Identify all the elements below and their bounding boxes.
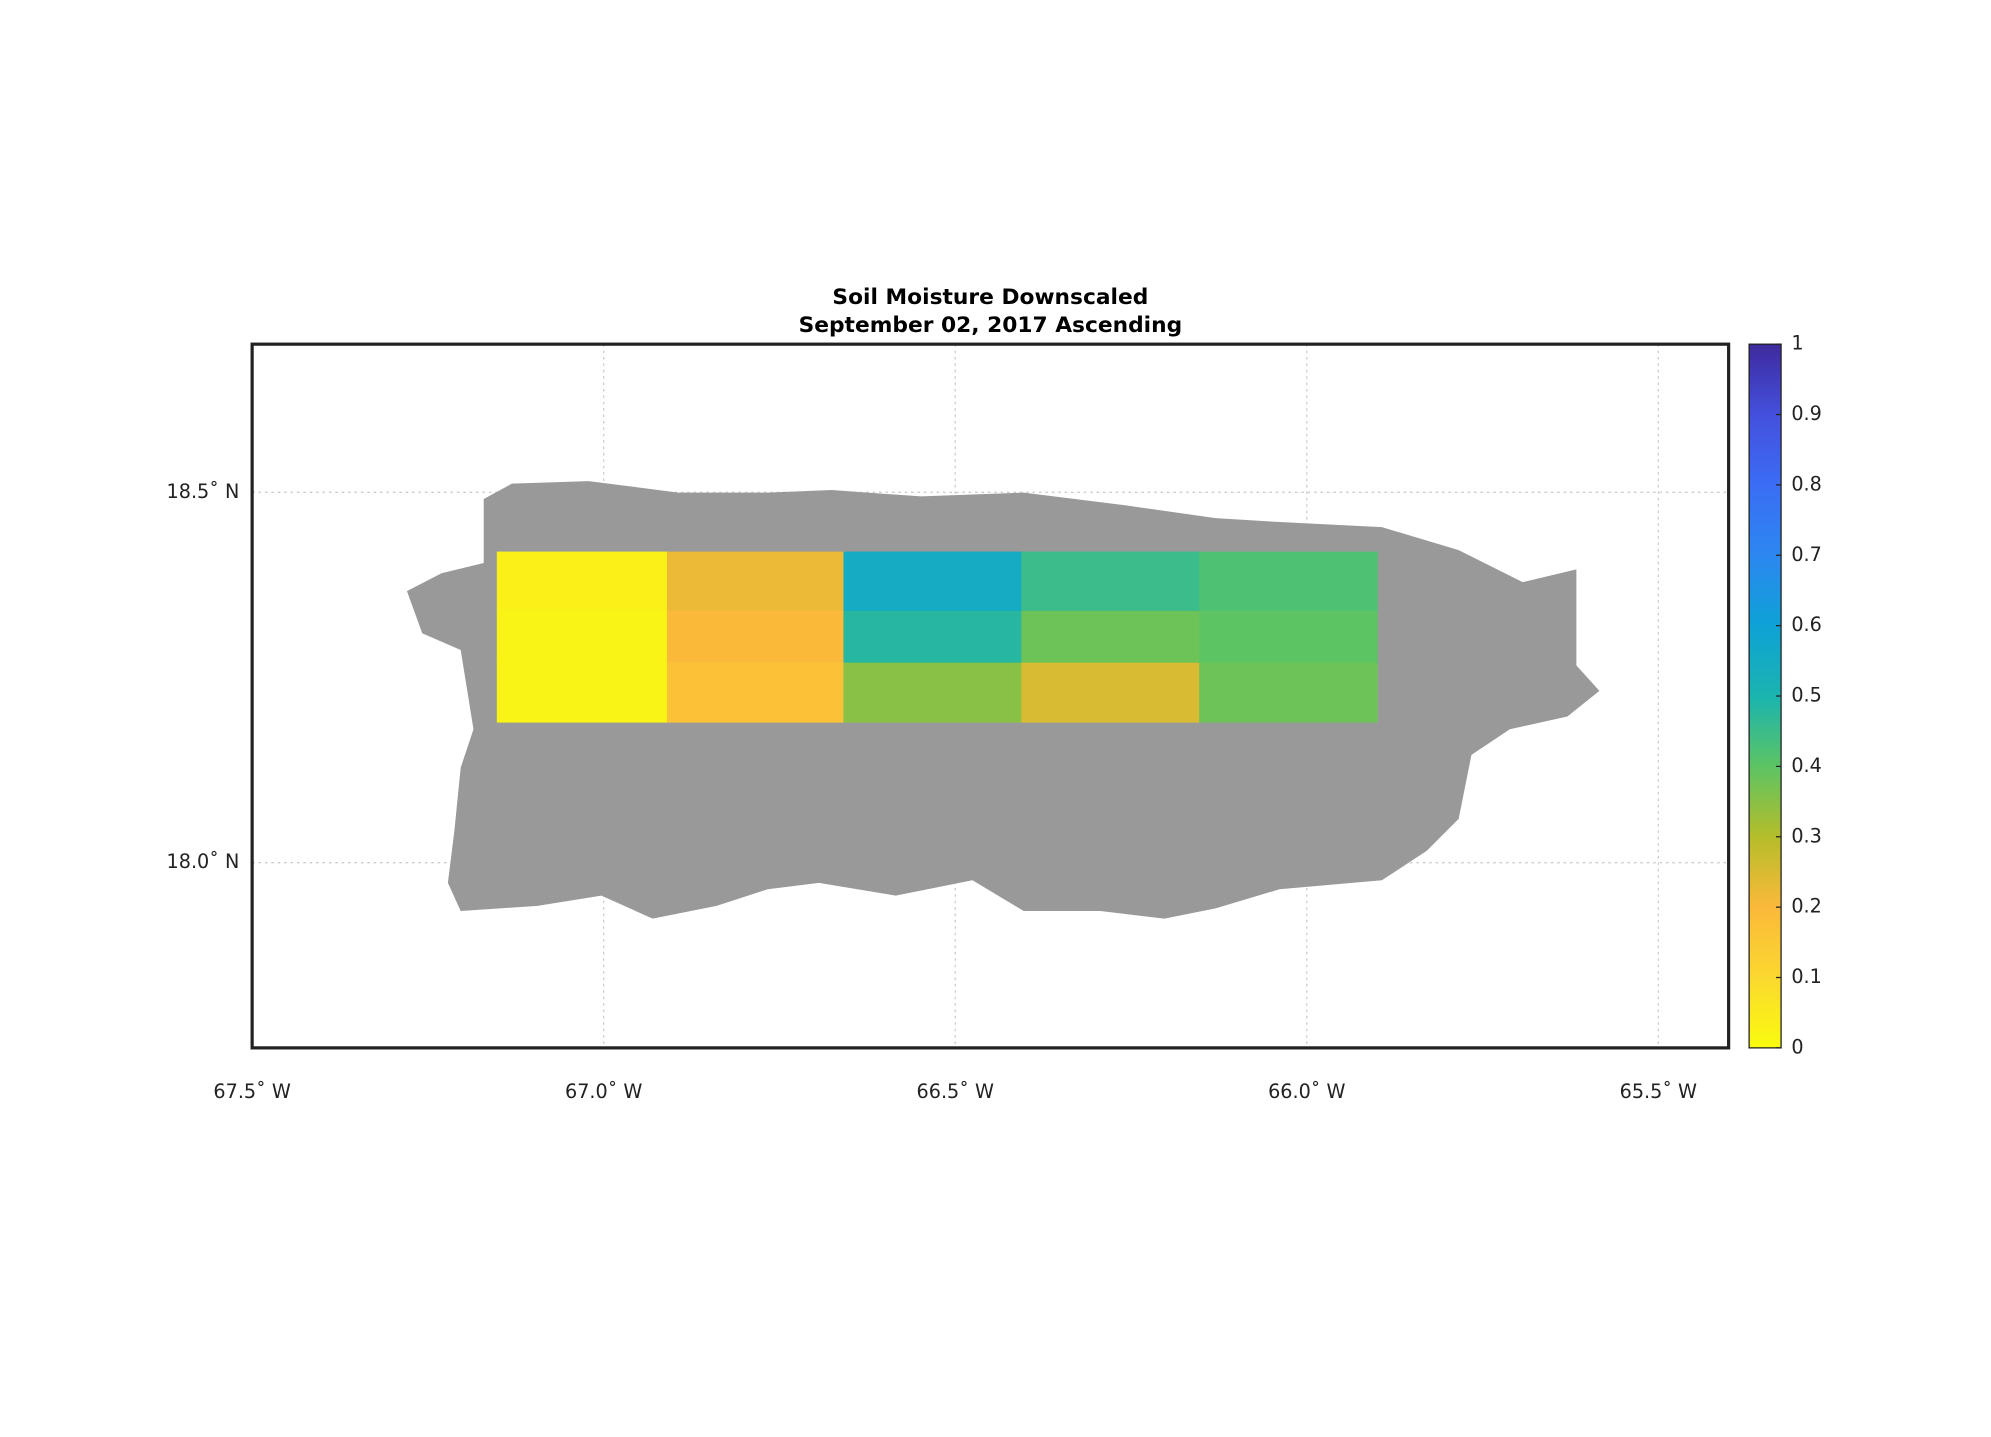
moisture-cell — [666, 551, 845, 612]
colorbar-tick-label: 0.3 — [1791, 824, 1822, 847]
moisture-cell — [1021, 662, 1200, 723]
colorbar-tick-label: 0.1 — [1791, 965, 1822, 988]
moisture-cell — [843, 551, 1022, 612]
colorbar-tick-label: 0.5 — [1791, 684, 1822, 707]
map-frame — [250, 342, 1731, 1050]
moisture-cell — [496, 551, 668, 612]
x-tick-label: 67.5˚ W — [213, 1080, 290, 1103]
moisture-cell — [496, 610, 668, 664]
colorbar-tick-label: 0.7 — [1791, 543, 1822, 566]
colorbar — [1748, 343, 1782, 1049]
y-tick-label: 18.0˚ N — [167, 850, 240, 873]
x-tick-label: 66.0˚ W — [1268, 1080, 1345, 1103]
moisture-cell — [1021, 551, 1200, 612]
soil-moisture-swath — [496, 551, 1378, 723]
moisture-cell — [1199, 662, 1378, 723]
moisture-cell — [496, 662, 668, 723]
colorbar-tick-label: 0.4 — [1791, 754, 1822, 777]
moisture-cell — [843, 662, 1022, 723]
title-line: Soil Moisture Downscaled — [832, 285, 1148, 310]
x-tick-label: 66.5˚ W — [917, 1080, 994, 1103]
x-tick-label: 65.5˚ W — [1620, 1080, 1697, 1103]
moisture-cell — [843, 610, 1022, 664]
colorbar-tick-label: 1 — [1791, 332, 1803, 355]
moisture-cell — [666, 662, 845, 723]
colorbar-tick-label: 0 — [1791, 1035, 1803, 1058]
colorbar-tick-label: 0.6 — [1791, 613, 1822, 636]
moisture-cell — [1021, 610, 1200, 664]
x-tick-label: 67.0˚ W — [565, 1080, 642, 1103]
colorbar-tick-label: 0.9 — [1791, 402, 1822, 425]
moisture-cell — [1199, 551, 1378, 612]
title-line: September 02, 2017 Ascending — [799, 313, 1183, 338]
y-tick-label: 18.5˚ N — [167, 480, 240, 503]
moisture-cell — [666, 610, 845, 664]
colorbar-tick-label: 0.8 — [1791, 472, 1822, 495]
moisture-cell — [1199, 610, 1378, 664]
colorbar-tick-label: 0.2 — [1791, 895, 1822, 918]
